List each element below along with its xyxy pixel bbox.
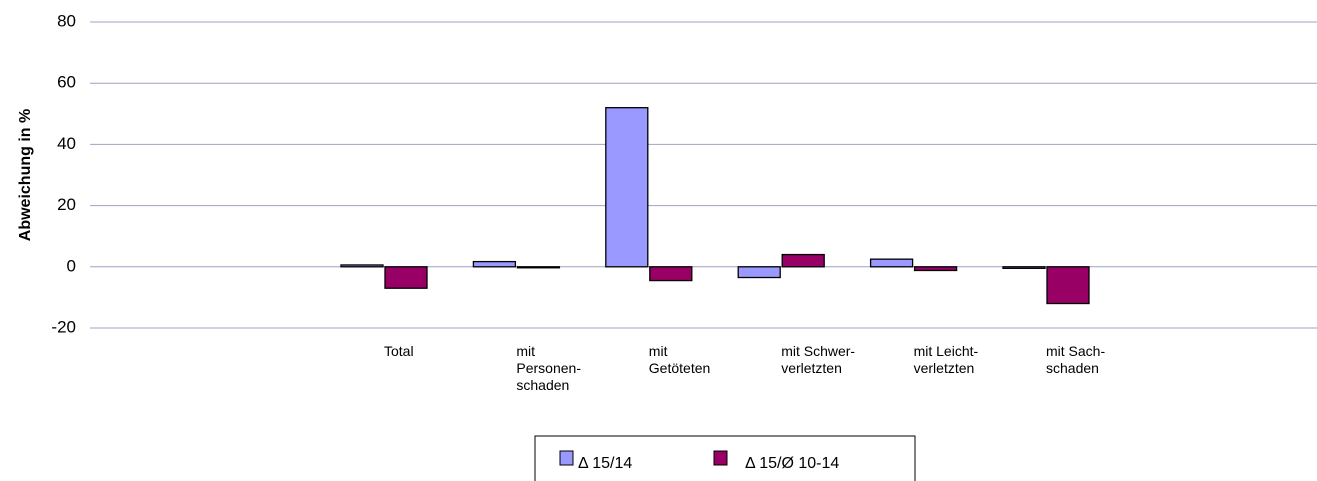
bar: [340, 264, 384, 268]
y-tick-label: 0: [67, 256, 76, 275]
y-tick-label: 80: [57, 11, 76, 30]
bar: [1002, 266, 1046, 269]
x-tick-label: mit Sach-schaden: [1046, 343, 1105, 376]
bar: [737, 266, 781, 279]
y-tick-label: 40: [57, 134, 76, 153]
bar: [649, 266, 693, 282]
x-tick-label-line: Total: [384, 343, 414, 359]
x-tick-label: mit Schwer-verletzten: [781, 343, 855, 376]
y-tick-label: -20: [51, 317, 76, 336]
x-tick-label: mit Leicht-verletzten: [914, 343, 979, 376]
x-tick-label-line: Personen-: [516, 360, 581, 376]
x-tick-label-line: mit Schwer-: [781, 343, 855, 359]
x-tick-label-line: Getöteten: [649, 360, 711, 376]
legend-swatch: [559, 450, 574, 466]
x-tick-label-line: mit: [516, 343, 535, 359]
legend-label: Δ 15/14: [578, 455, 632, 472]
bar: [869, 258, 914, 268]
bar: [913, 266, 958, 272]
y-axis-label: Abweichung in %: [17, 109, 34, 241]
x-tick-label: mit Personen-schaden: [516, 343, 581, 393]
y-tick-label: 60: [57, 73, 76, 92]
legend-swatch: [713, 450, 728, 466]
bar: [1046, 266, 1090, 305]
y-tick-label: 20: [57, 195, 76, 214]
legend-label: Δ 15/Ø 10-14: [745, 455, 839, 472]
bar: [781, 253, 825, 268]
x-tick-label-line: verletzten: [914, 360, 975, 376]
x-tick-label-line: mit Leicht-: [914, 343, 979, 359]
x-tick-label: mit Getöteten: [649, 343, 711, 376]
x-tick-label-line: schaden: [1046, 360, 1099, 376]
bar: [384, 266, 428, 289]
x-tick-label: Total: [384, 343, 414, 359]
x-tick-label-line: mit: [649, 343, 668, 359]
bar: [605, 107, 649, 268]
x-tick-label-line: verletzten: [781, 360, 842, 376]
bar: [516, 266, 561, 269]
x-tick-label-line: mit Sach-: [1046, 343, 1105, 359]
bar: [472, 260, 517, 268]
x-tick-label-line: schaden: [516, 377, 569, 393]
